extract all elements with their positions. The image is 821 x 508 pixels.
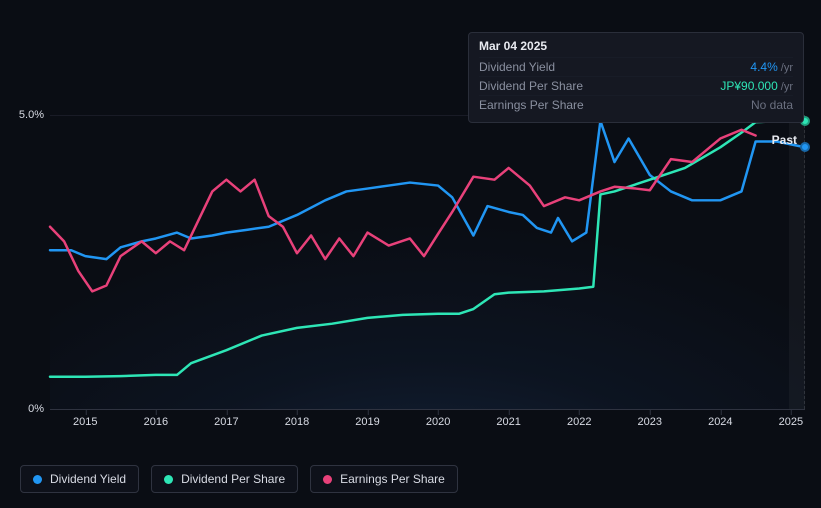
tooltip-row: Dividend Per Share JP¥90.000/yr	[479, 76, 793, 95]
tooltip-date: Mar 04 2025	[479, 39, 793, 57]
line-dividend-yield	[50, 121, 805, 259]
tooltip-row: Earnings Per Share No data	[479, 95, 793, 114]
line-earnings-per-share	[50, 130, 756, 292]
y-axis-tick-label: 5.0%	[19, 109, 44, 121]
tooltip-row-label: Dividend Per Share	[479, 79, 583, 93]
x-axis-tick-label: 2019	[355, 416, 379, 428]
tooltip-row-value: JP¥90.000/yr	[720, 79, 793, 93]
x-axis-tick-label: 2020	[426, 416, 450, 428]
legend-dot-icon	[33, 475, 42, 484]
legend-item-dividend-per-share[interactable]: Dividend Per Share	[151, 465, 298, 493]
legend-item-earnings-per-share[interactable]: Earnings Per Share	[310, 465, 458, 493]
x-axis-tick-label: 2015	[73, 416, 97, 428]
tooltip-row: Dividend Yield 4.4%/yr	[479, 57, 793, 76]
x-axis-tick-label: 2017	[214, 416, 238, 428]
x-axis-tick-label: 2024	[708, 416, 732, 428]
x-axis-tick-label: 2022	[567, 416, 591, 428]
tooltip-row-label: Dividend Yield	[479, 60, 555, 74]
legend-item-dividend-yield[interactable]: Dividend Yield	[20, 465, 139, 493]
chart-lines-svg	[50, 115, 805, 409]
legend-label: Dividend Yield	[50, 472, 126, 486]
chart-plot-area[interactable]: Past 5.0% 0%	[50, 115, 805, 410]
legend-label: Dividend Per Share	[181, 472, 285, 486]
x-axis: 2015 2016 2017 2018 2019 2020 2021 2022 2023 2024…	[50, 416, 805, 436]
past-label: Past	[772, 133, 797, 147]
chart-container: { "tooltip": { "date": "Mar 04 2025", "r…	[0, 0, 821, 508]
legend-dot-icon	[164, 475, 173, 484]
x-axis-tick-label: 2016	[144, 416, 168, 428]
legend-label: Earnings Per Share	[340, 472, 445, 486]
y-axis-tick-label: 0%	[28, 403, 44, 415]
x-axis-tick-label: 2025	[779, 416, 803, 428]
x-axis-tick-label: 2021	[496, 416, 520, 428]
tooltip-row-label: Earnings Per Share	[479, 98, 584, 112]
tooltip-row-value: No data	[751, 98, 793, 112]
x-axis-tick-label: 2023	[638, 416, 662, 428]
chart-tooltip: Mar 04 2025 Dividend Yield 4.4%/yr Divid…	[468, 32, 804, 123]
tooltip-row-value: 4.4%/yr	[750, 60, 793, 74]
legend-dot-icon	[323, 475, 332, 484]
chart-legend: Dividend Yield Dividend Per Share Earnin…	[20, 465, 458, 493]
x-axis-tick-label: 2018	[285, 416, 309, 428]
series-end-marker	[800, 142, 810, 152]
